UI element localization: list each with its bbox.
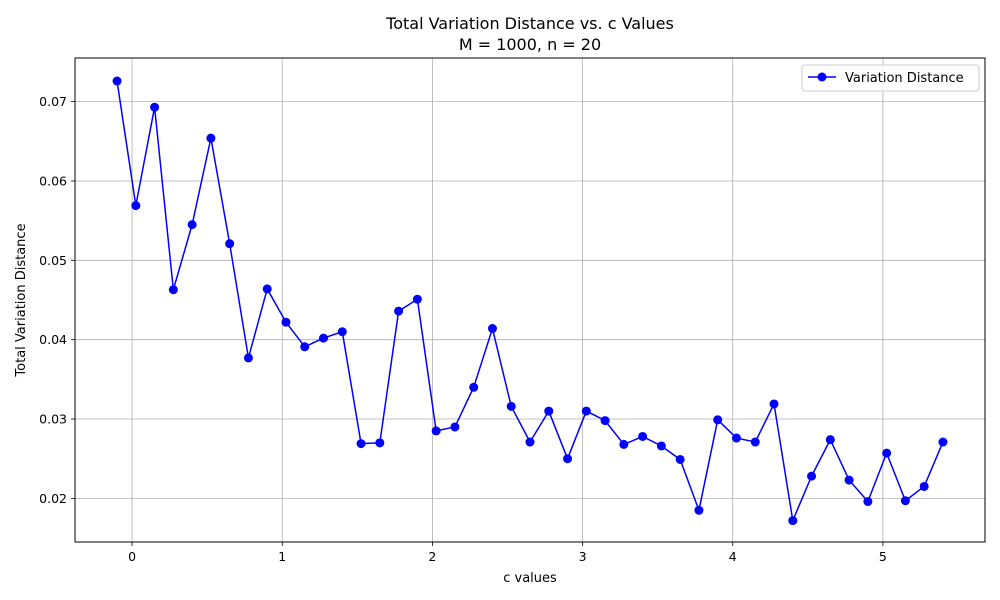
data-point (412, 294, 422, 304)
legend-box (801, 64, 980, 92)
data-point (525, 437, 535, 447)
x-tick-label: 0 (128, 549, 136, 564)
y-axis-ticks: 0.02 0.03 0.04 0.05 0.06 0.07 (39, 94, 75, 506)
data-point (487, 324, 497, 334)
data-point (168, 285, 178, 295)
data-point (187, 220, 197, 230)
chart-title: Total Variation Distance vs. c Values (385, 14, 674, 33)
data-point (469, 382, 479, 392)
data-point (281, 317, 291, 327)
grid (75, 58, 985, 542)
x-tick-label: 2 (428, 549, 436, 564)
data-point (694, 505, 704, 515)
data-point (150, 102, 160, 112)
x-tick-label: 5 (879, 549, 887, 564)
plot-frame (74, 57, 986, 543)
data-point (544, 406, 554, 416)
data-point (900, 496, 910, 506)
legend-marker (817, 72, 827, 82)
data-point (844, 475, 854, 485)
data-point (319, 333, 329, 343)
data-point (131, 201, 141, 211)
y-tick-label: 0.06 (39, 173, 67, 188)
data-point (394, 306, 404, 316)
data-point (807, 471, 817, 481)
data-point (450, 422, 460, 432)
data-point (337, 327, 347, 337)
data-point (675, 454, 685, 464)
data-point (581, 406, 591, 416)
data-point (243, 353, 253, 363)
data-point (262, 284, 272, 294)
chart-subtitle: M = 1000, n = 20 (459, 35, 601, 54)
x-tick-label: 3 (579, 549, 587, 564)
data-point (112, 76, 122, 86)
data-point (638, 431, 648, 441)
data-point (882, 448, 892, 458)
series-points-group (112, 76, 948, 526)
x-axis-ticks: 0 1 2 3 4 5 (128, 542, 887, 564)
y-tick-label: 0.07 (39, 94, 67, 109)
data-point (656, 441, 666, 451)
y-axis-label: Total Variation Distance (14, 223, 29, 377)
legend-label: Variation Distance (845, 71, 964, 86)
data-point (619, 439, 629, 449)
data-point (206, 133, 216, 143)
data-point (431, 426, 441, 436)
data-point (300, 342, 310, 352)
data-point (863, 497, 873, 507)
data-point (825, 435, 835, 445)
y-tick-label: 0.03 (39, 412, 67, 427)
data-point (375, 438, 385, 448)
data-point (356, 439, 366, 449)
y-tick-label: 0.02 (39, 491, 67, 506)
data-point (225, 239, 235, 249)
x-axis-label: c values (503, 571, 557, 586)
legend: Variation Distance (801, 64, 980, 92)
data-point (788, 516, 798, 526)
data-point (506, 401, 516, 411)
x-tick-label: 4 (729, 549, 737, 564)
data-point (919, 481, 929, 491)
data-point (600, 416, 610, 426)
data-point (713, 415, 723, 425)
data-point (750, 437, 760, 447)
data-point (563, 454, 573, 464)
data-point (938, 437, 948, 447)
y-tick-label: 0.05 (39, 253, 67, 268)
data-point (731, 433, 741, 443)
data-point (769, 399, 779, 409)
x-tick-label: 1 (278, 549, 286, 564)
y-tick-label: 0.04 (39, 332, 67, 347)
